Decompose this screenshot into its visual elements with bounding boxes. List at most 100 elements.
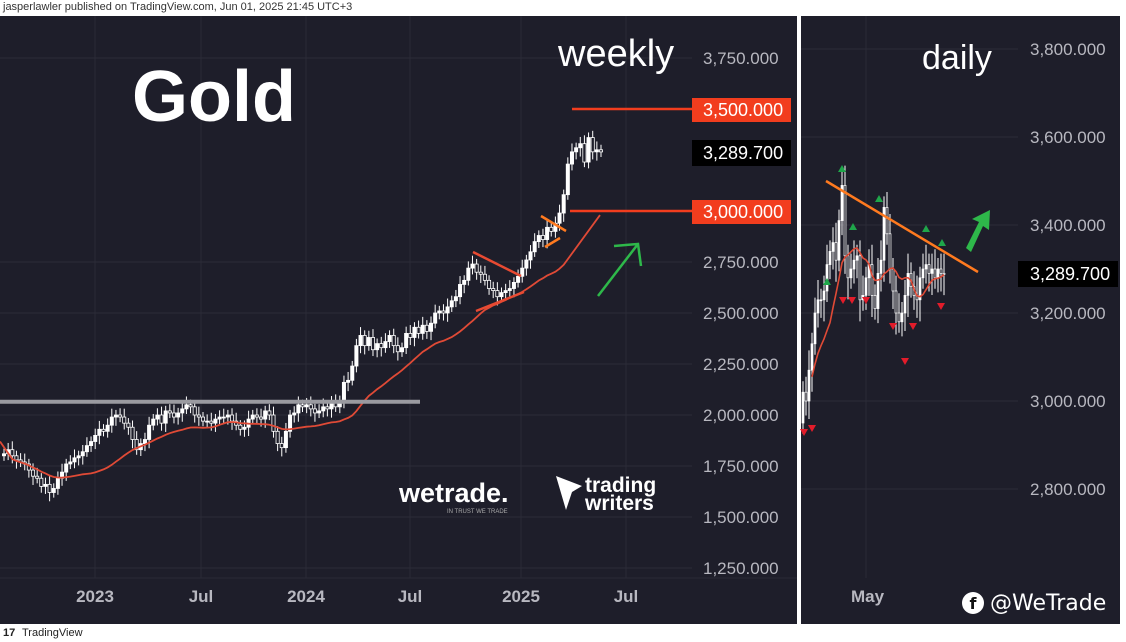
weekly-candle-body bbox=[565, 163, 570, 196]
weekly-candle-body bbox=[275, 430, 280, 444]
daily-up-marker bbox=[938, 239, 946, 246]
weekly-candle-body bbox=[549, 226, 554, 232]
daily-descending-trendline bbox=[825, 179, 979, 274]
weekly-candle-body bbox=[259, 416, 264, 420]
daily-candle-body bbox=[885, 207, 889, 235]
weekly-candle-body bbox=[545, 226, 550, 240]
daily-x-tick-may: May bbox=[851, 587, 885, 606]
weekly-candle-body bbox=[346, 379, 351, 383]
daily-candle-body bbox=[927, 264, 931, 274]
weekly-candle-body bbox=[462, 279, 467, 285]
daily-candle-body bbox=[816, 299, 820, 314]
chart-canvas: Gold weekly wetrade. IN TRUST WE TRADE t… bbox=[0, 16, 1126, 624]
daily-panel-background bbox=[801, 16, 1126, 624]
trading-writers-logo: trading writers bbox=[556, 474, 656, 515]
support-price-label: 3,000.000 bbox=[703, 202, 783, 222]
weekly-candle-body bbox=[230, 414, 235, 422]
weekly-candle-body bbox=[416, 326, 421, 334]
weekly-candle-body bbox=[399, 347, 404, 353]
daily-candle-body bbox=[900, 312, 904, 323]
publisher-line: jasperlawler published on TradingView.co… bbox=[0, 0, 1126, 16]
daily-down-marker bbox=[848, 297, 856, 304]
weekly-candle-body bbox=[279, 443, 284, 449]
daily-candle-body bbox=[843, 185, 847, 257]
weekly-candle-body bbox=[387, 335, 392, 342]
weekly-candle-body bbox=[184, 404, 189, 410]
weekly-candle-body bbox=[209, 420, 214, 424]
daily-down-marker bbox=[909, 323, 917, 330]
daily-candle-body bbox=[894, 290, 898, 314]
daily-candle-body bbox=[810, 343, 814, 371]
weekly-up-arrow bbox=[597, 242, 643, 297]
weekly-y-tick: 2,000.000 bbox=[703, 406, 779, 425]
weekly-candle-body bbox=[250, 414, 255, 420]
daily-candle-body bbox=[804, 391, 808, 402]
weekly-candle-body bbox=[271, 414, 276, 432]
daily-candle-body bbox=[924, 264, 928, 270]
weekly-candle-body bbox=[39, 477, 44, 487]
weekly-candle-body bbox=[458, 284, 463, 298]
daily-candle-body bbox=[942, 273, 946, 275]
weekly-flag-line bbox=[540, 214, 567, 233]
weekly-candle-body bbox=[487, 279, 492, 289]
weekly-candle-body bbox=[80, 451, 85, 457]
daily-y-tick: 3,600.000 bbox=[1030, 128, 1106, 147]
weekly-candle-body bbox=[599, 149, 604, 153]
daily-candle-body bbox=[906, 273, 910, 296]
weekly-candle-body bbox=[491, 288, 496, 291]
daily-y-tick: 3,400.000 bbox=[1030, 216, 1106, 235]
weekly-candle-body bbox=[147, 424, 152, 440]
weekly-panel-background bbox=[0, 16, 797, 624]
weekly-candle-body bbox=[283, 430, 288, 449]
daily-candle-body bbox=[801, 391, 805, 424]
weekly-candle-body bbox=[540, 235, 545, 240]
weekly-candle-body bbox=[437, 310, 442, 314]
weekly-candle-body bbox=[242, 426, 247, 430]
chart-title: Gold bbox=[132, 57, 296, 137]
tradingview-brand: TradingView bbox=[22, 627, 83, 639]
weekly-candle-body bbox=[105, 424, 110, 432]
weekly-candle-body bbox=[196, 414, 201, 418]
weekly-candle-body bbox=[590, 137, 595, 153]
daily-candle-body bbox=[918, 277, 922, 301]
daily-down-marker bbox=[862, 297, 870, 304]
weekly-candle-body bbox=[205, 420, 210, 423]
daily-up-marker bbox=[849, 223, 857, 230]
weekly-candle-body bbox=[51, 488, 56, 493]
support-price-box bbox=[692, 200, 791, 224]
weekly-candle-body bbox=[561, 194, 566, 214]
weekly-candle-body bbox=[68, 461, 73, 465]
weekly-x-tick: 2023 bbox=[76, 587, 114, 606]
daily-candle-body bbox=[891, 268, 895, 292]
daily-candle-body bbox=[921, 268, 925, 279]
weekly-candle-body bbox=[130, 426, 135, 440]
weekly-y-tick: 2,750.000 bbox=[703, 253, 779, 272]
daily-down-marker bbox=[937, 303, 945, 310]
weekly-candle-body bbox=[10, 449, 15, 457]
weekly-candle-body bbox=[304, 404, 309, 408]
weekly-candle-body bbox=[507, 288, 512, 291]
weekly-candle-body bbox=[362, 335, 367, 347]
weekly-candle-body bbox=[470, 263, 475, 269]
weekly-candle-body bbox=[142, 439, 147, 444]
weekly-candle-body bbox=[176, 412, 181, 418]
daily-right-edge bbox=[1120, 16, 1126, 624]
weekly-candle-body bbox=[582, 143, 587, 163]
weekly-last-price-label: 3,289.700 bbox=[703, 143, 783, 163]
weekly-candle-body bbox=[495, 290, 500, 298]
weekly-x-tick: 2025 bbox=[502, 587, 540, 606]
weekly-y-tick: 2,250.000 bbox=[703, 355, 779, 374]
weekly-candle-body bbox=[503, 290, 508, 293]
weekly-candle-body bbox=[445, 306, 450, 314]
daily-y-tick: 3,800.000 bbox=[1030, 40, 1106, 59]
weekly-candle-body bbox=[312, 408, 317, 414]
weekly-last-price-box bbox=[692, 140, 791, 166]
weekly-candle-body bbox=[97, 428, 102, 436]
weekly-candle-body bbox=[321, 406, 326, 412]
resistance-price-label: 3,500.000 bbox=[703, 100, 783, 120]
weekly-candle-body bbox=[404, 332, 409, 349]
daily-candle-body bbox=[831, 242, 835, 252]
weekly-candle-body bbox=[76, 455, 81, 459]
weekly-y-tick: 1,250.000 bbox=[703, 559, 779, 578]
weekly-candle-body bbox=[72, 457, 77, 463]
